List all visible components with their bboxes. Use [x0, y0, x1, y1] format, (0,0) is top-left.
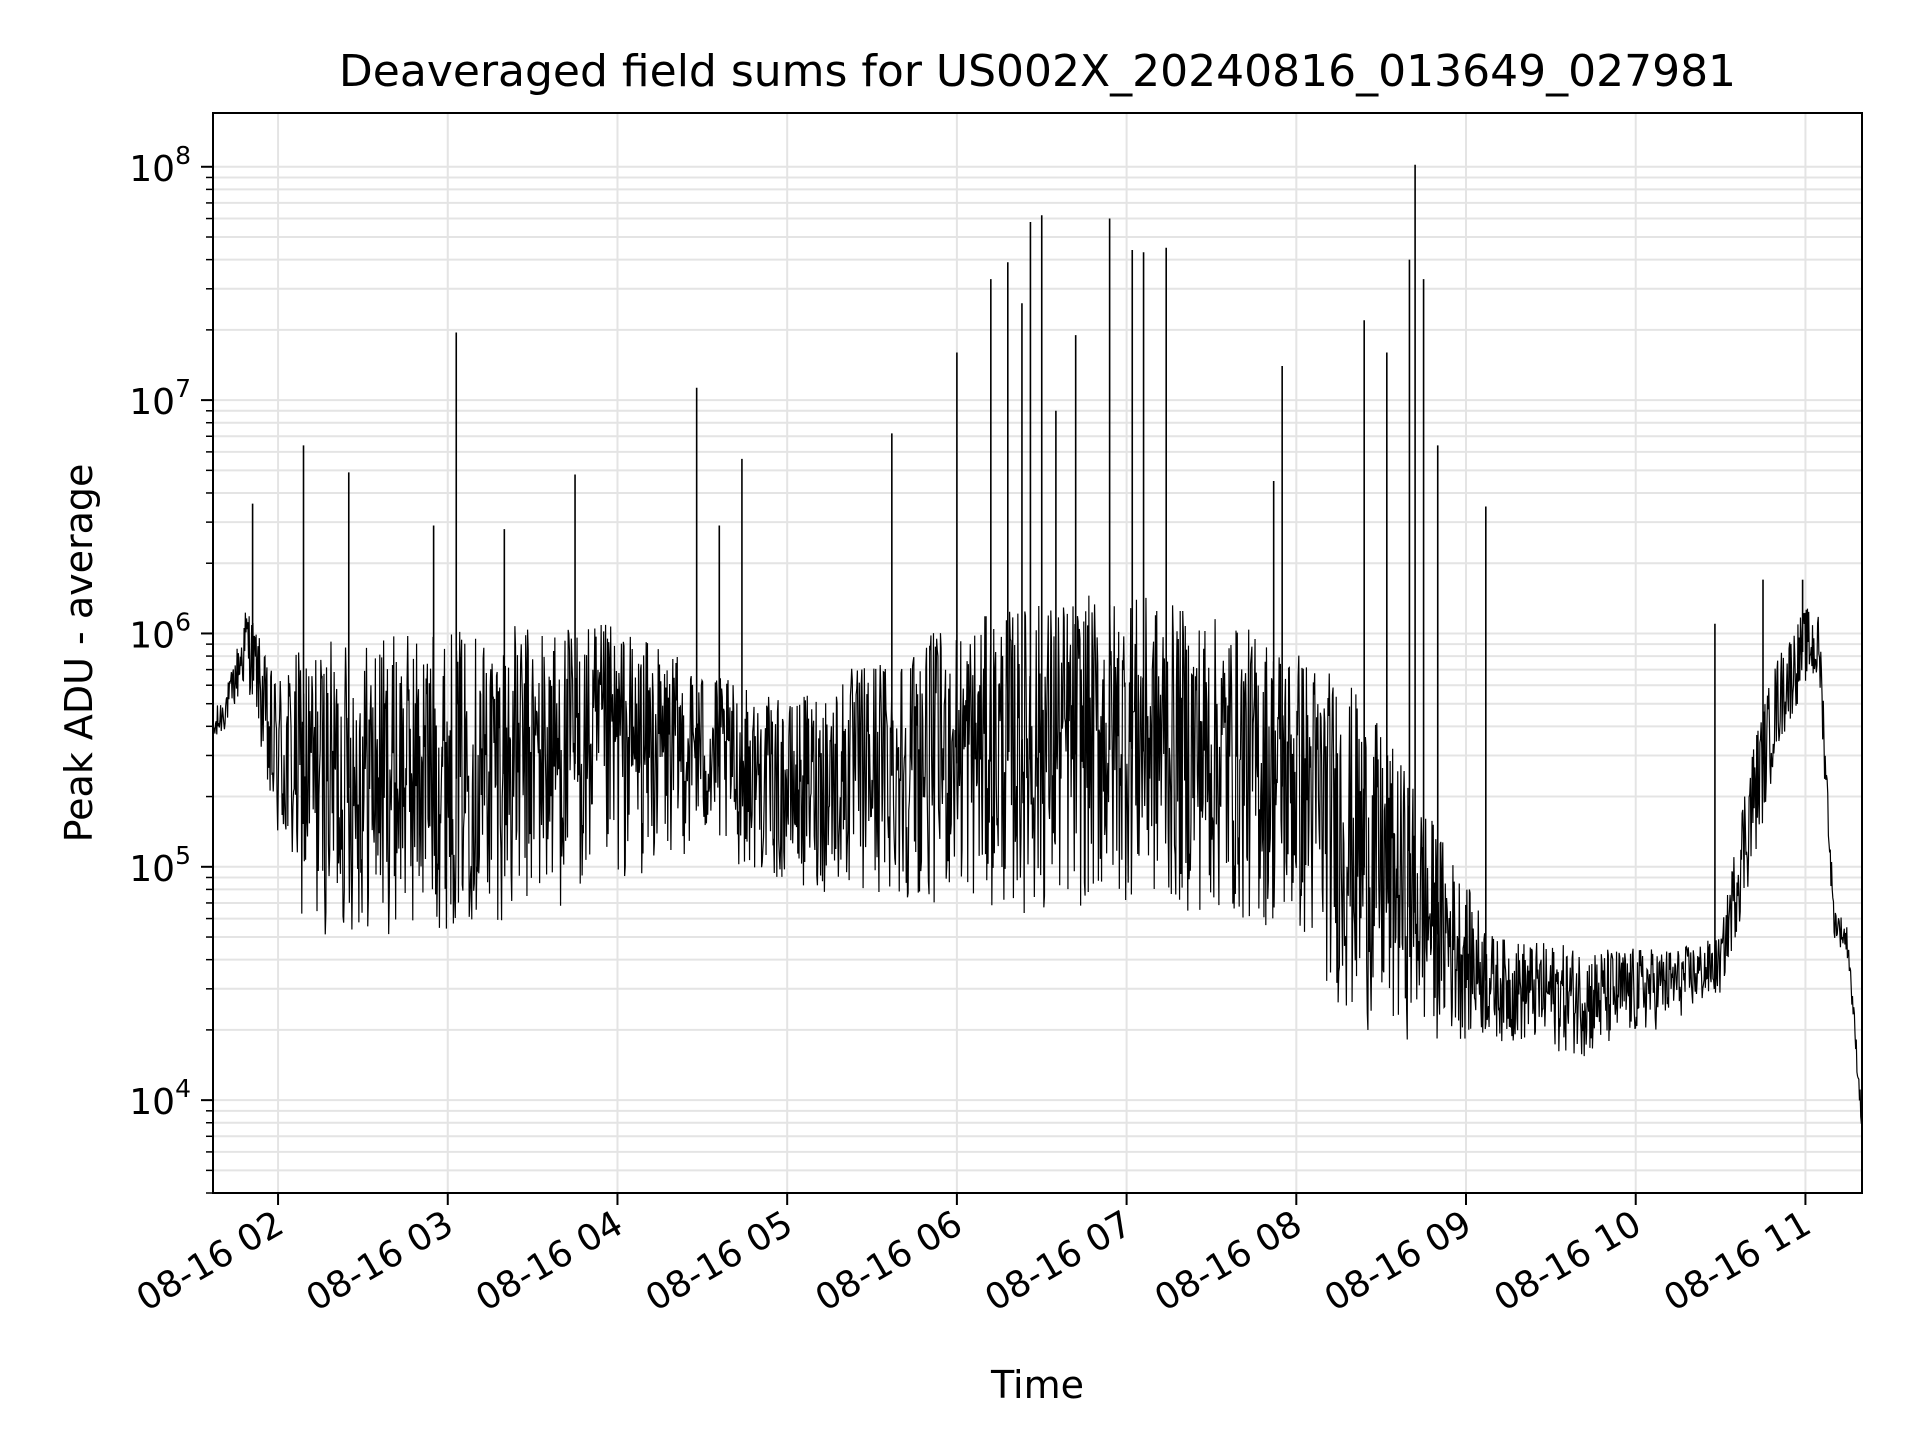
chart-title: Deaveraged field sums for US002X_2024081…: [339, 46, 1736, 97]
x-axis-label: Time: [990, 1363, 1084, 1407]
y-tick-label: 108: [129, 141, 191, 190]
y-axis-label: Peak ADU - average: [57, 464, 101, 843]
y-tick-label: 104: [129, 1074, 191, 1123]
plot-frame: [212, 112, 1863, 1194]
y-tick-label: 105: [129, 841, 191, 890]
grid-layer: [213, 113, 1862, 1194]
y-tick-label: 106: [129, 607, 191, 656]
series-line: [212, 595, 1863, 1125]
y-tick-label: 107: [129, 374, 191, 423]
data-layer: [212, 164, 1863, 1125]
